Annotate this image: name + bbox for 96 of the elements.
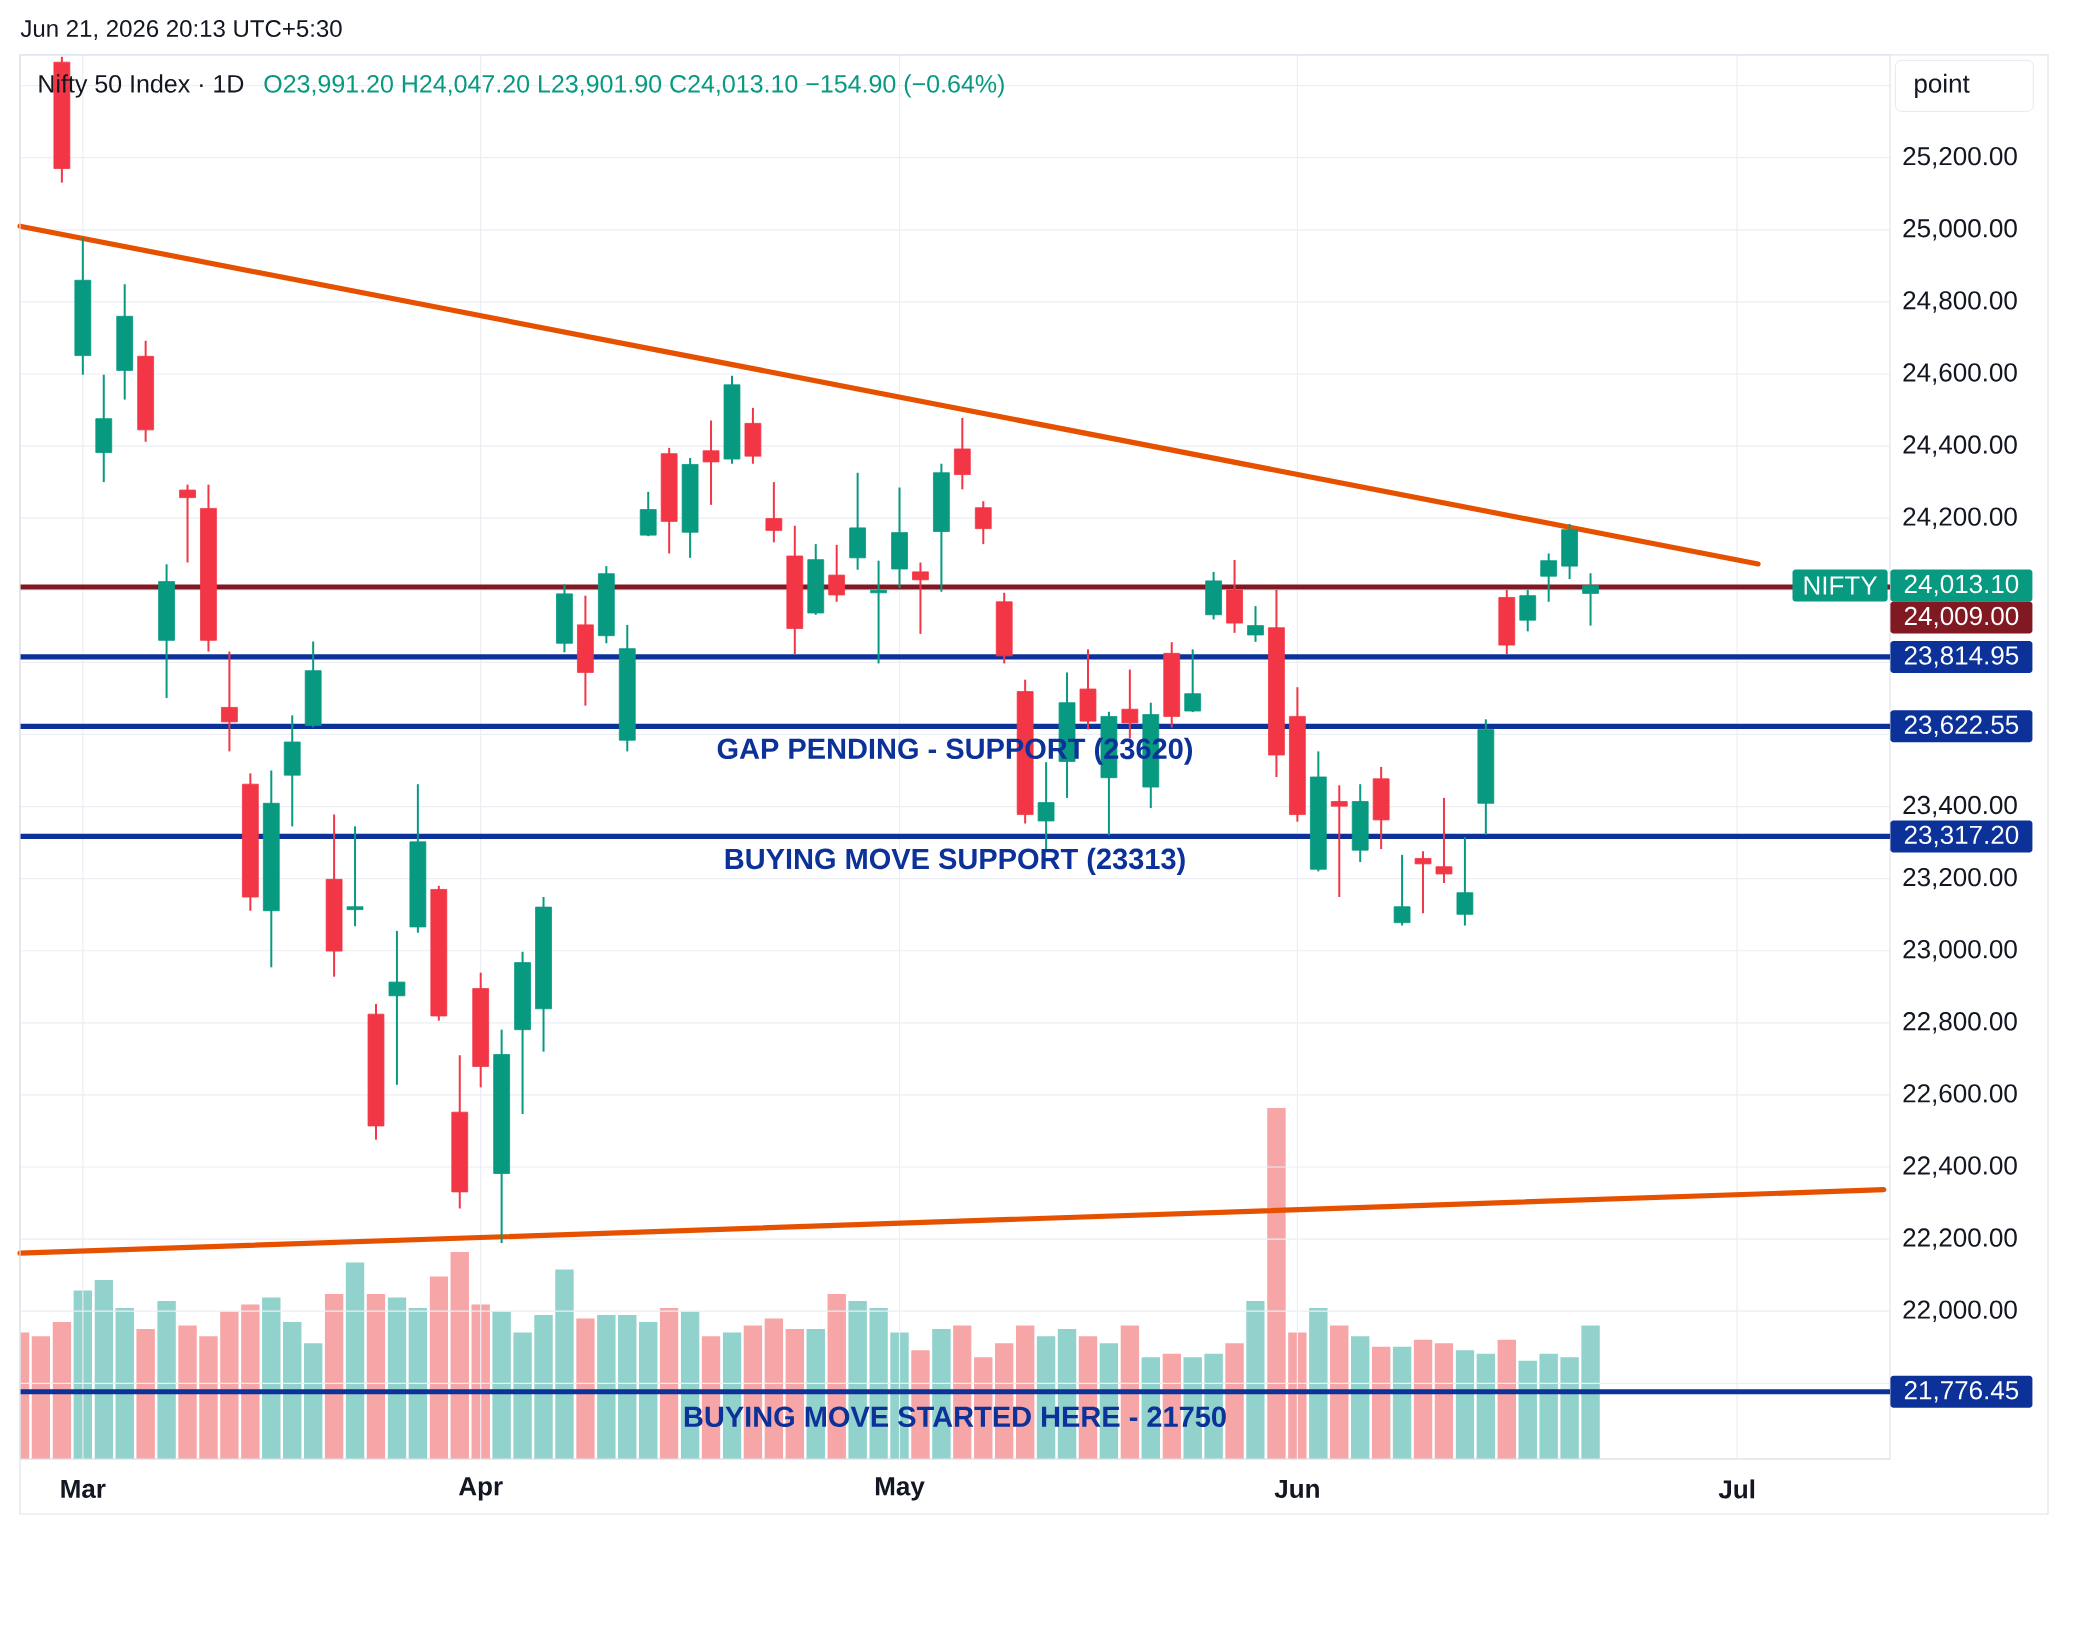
bar — [324, 1294, 344, 1459]
candlestick — [912, 561, 929, 635]
bar — [555, 1269, 574, 1459]
y-tick-label: 23,200.00 — [1903, 867, 2017, 890]
text: O23,991.20 H24,047.20 L23,901.90 C24,013.10 −154.90 (−0.64%) — [264, 74, 1004, 98]
bar — [199, 1336, 218, 1459]
bar — [345, 1262, 365, 1459]
bar — [178, 1325, 197, 1459]
y-tick-label: 22,400.00 — [1903, 1156, 2017, 1178]
bar — [1392, 1346, 1412, 1459]
x-tick-label: Jul — [1718, 1479, 1755, 1499]
bar — [283, 1322, 302, 1459]
x-tick-label: Apr — [458, 1477, 503, 1501]
y-tick-label: 24,400.00 — [1903, 435, 2017, 457]
text: 24,013.10 — [1904, 574, 2019, 597]
candlestick — [388, 929, 406, 1086]
bar — [303, 1343, 323, 1459]
bar — [387, 1297, 407, 1459]
bar — [1518, 1360, 1537, 1459]
x-tick-label: May — [875, 1477, 925, 1501]
bar — [492, 1311, 511, 1459]
bar — [157, 1301, 176, 1459]
bar — [597, 1315, 616, 1459]
x-tick-label: Mar — [61, 1479, 106, 1499]
y-tick-label: 24,800.00 — [1903, 291, 2017, 313]
bar — [1560, 1357, 1579, 1459]
y-tick-label: 24,200.00 — [1903, 507, 2017, 529]
ref-line-label: 23,317.20 — [1904, 825, 2019, 848]
bar — [52, 1322, 72, 1459]
bar — [1371, 1346, 1391, 1459]
candlestick — [1393, 853, 1411, 927]
bar — [366, 1294, 386, 1459]
y-tick-label: 22,200.00 — [1903, 1228, 2017, 1250]
bar — [1225, 1343, 1244, 1459]
candlestick — [1247, 605, 1264, 643]
bar — [1309, 1308, 1328, 1459]
y-tick-label: 23,400.00 — [1903, 795, 2017, 818]
bar — [1581, 1325, 1600, 1459]
bar — [94, 1279, 113, 1459]
candlestick — [221, 650, 238, 753]
y-tick-label: 25,200.00 — [1903, 146, 2017, 169]
candlestick — [1540, 552, 1558, 603]
y-tick-label: 23,000.00 — [1903, 939, 2017, 962]
bar — [429, 1276, 449, 1459]
bar — [115, 1308, 134, 1459]
ref-line-label: 24,009.00 — [1904, 606, 2019, 629]
bar — [1455, 1350, 1475, 1459]
bar — [136, 1329, 155, 1459]
bar — [1413, 1339, 1433, 1459]
candlestick — [1184, 648, 1202, 714]
candlestick — [1582, 572, 1599, 627]
bar — [262, 1297, 281, 1459]
bar — [639, 1322, 658, 1459]
bar — [408, 1308, 428, 1459]
y-tick-label: 22,800.00 — [1903, 1012, 2017, 1034]
bar — [1330, 1325, 1349, 1459]
candlestick — [974, 500, 992, 546]
candlestick — [1414, 850, 1432, 915]
candlestick — [179, 483, 196, 564]
bar — [1120, 1325, 1140, 1459]
bar — [1350, 1336, 1370, 1459]
candlestick — [346, 825, 364, 928]
bar — [513, 1332, 532, 1459]
candlestick — [1435, 796, 1453, 884]
bar — [1267, 1107, 1286, 1459]
candlestick — [765, 481, 783, 544]
candlestick — [702, 419, 720, 506]
bar — [241, 1304, 260, 1459]
candlestick — [870, 559, 887, 665]
ref-line-label: 21,776.45 — [1904, 1381, 2019, 1403]
ref-line-label: 23,622.55 — [1904, 715, 2019, 738]
ref-line-label: 23,814.95 — [1904, 646, 2019, 668]
bar — [1434, 1343, 1454, 1459]
bar — [618, 1315, 637, 1459]
bar — [471, 1304, 490, 1459]
bar — [659, 1308, 679, 1459]
bar — [1476, 1353, 1496, 1459]
bar — [1246, 1301, 1265, 1459]
bar — [576, 1318, 595, 1459]
x-tick-label: Jun — [1274, 1479, 1319, 1499]
y-tick-label: 22,600.00 — [1903, 1084, 2017, 1106]
candlestick — [1456, 836, 1474, 927]
y-tick-label: 24,600.00 — [1903, 363, 2017, 385]
y-tick-label: 25,000.00 — [1903, 219, 2017, 241]
y-tick-label: 22,000.00 — [1903, 1300, 2017, 1322]
candlestick — [828, 543, 846, 603]
candlestick — [1330, 784, 1348, 899]
bar — [1539, 1353, 1558, 1459]
text: Jun 21, 2026 20:13 UTC+5:30 — [20, 20, 342, 40]
bar — [220, 1311, 239, 1459]
annotation: NIFTY — [1804, 576, 1878, 595]
y-axis-title: point — [1915, 73, 1970, 98]
bar — [534, 1315, 553, 1459]
bar — [450, 1251, 469, 1459]
bar — [1497, 1339, 1517, 1459]
annotation: BUYING MOVE SUPPORT (23313) — [725, 847, 1185, 875]
